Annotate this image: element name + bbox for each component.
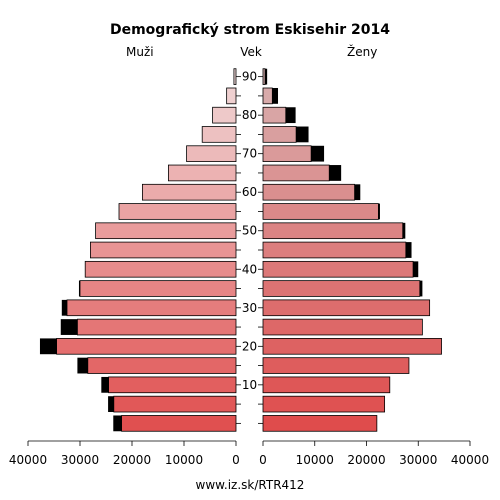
female-bar-90+ xyxy=(262,68,266,85)
female-surplus-35-39 xyxy=(419,280,423,297)
male-bar-20-24 xyxy=(56,338,237,355)
female-bar-85-89 xyxy=(262,87,273,105)
male-bar-5-9 xyxy=(113,395,237,413)
right-label: Ženy xyxy=(347,44,377,59)
female-surplus-65-69 xyxy=(329,165,342,181)
x-tick-right: 0 xyxy=(259,453,267,467)
male-bar-60-64 xyxy=(141,183,237,201)
male-bar-65-69 xyxy=(167,164,237,182)
male-x-axis: 40000 30000 20000 10000 0 xyxy=(9,440,240,467)
age-tick-10: 10 xyxy=(242,378,257,392)
age-tick-30: 30 xyxy=(242,301,257,315)
male-bar-35-39 xyxy=(79,280,237,297)
left-label: Muži xyxy=(126,45,154,59)
female-surplus-45-49 xyxy=(405,242,412,258)
female-bar-0-4 xyxy=(262,415,378,432)
male-bar-90+ xyxy=(233,68,237,85)
female-bar-10-14 xyxy=(262,376,391,394)
female-bar-70-74 xyxy=(262,145,312,162)
male-bars xyxy=(39,68,237,432)
male-bar-0-4 xyxy=(121,415,237,432)
chart-title: Demografický strom Eskisehir 2014 xyxy=(110,22,390,38)
female-bar-60-64 xyxy=(262,183,355,201)
female-bar-50-54 xyxy=(262,222,404,240)
female-bar-45-49 xyxy=(262,241,407,259)
female-surplus-50-54 xyxy=(402,222,406,239)
x-tick-right: 10000 xyxy=(296,453,334,467)
age-tick-90: 90 xyxy=(242,70,257,84)
male-surplus-10-14 xyxy=(101,376,109,393)
female-bar-75-79 xyxy=(262,126,297,143)
footer-source: www.iz.sk/RTR412 xyxy=(196,478,305,492)
male-bar-45-49 xyxy=(90,241,237,259)
male-surplus-15-19 xyxy=(77,357,88,374)
age-tick-60: 60 xyxy=(242,185,257,199)
male-bar-80-84 xyxy=(212,106,237,124)
female-surplus-70-74 xyxy=(311,145,325,162)
female-surplus-80-84 xyxy=(285,107,296,124)
female-surplus-55-59 xyxy=(378,203,380,220)
x-tick-left: 30000 xyxy=(61,453,99,467)
age-tick-20: 20 xyxy=(242,339,257,353)
female-bar-15-19 xyxy=(262,357,410,374)
age-tick-70: 70 xyxy=(242,147,257,161)
age-tick-40: 40 xyxy=(242,262,257,276)
female-bar-80-84 xyxy=(262,106,287,124)
male-bar-50-54 xyxy=(95,222,237,240)
female-x-axis: 0 10000 20000 30000 40000 xyxy=(259,440,489,467)
male-surplus-20-24 xyxy=(39,338,57,355)
age-axis: 10 20 30 40 50 60 70 80 90 xyxy=(236,70,263,424)
male-surplus-5-9 xyxy=(108,396,114,413)
x-tick-left: 10000 xyxy=(165,453,203,467)
female-surplus-60-64 xyxy=(354,184,361,201)
female-bar-65-69 xyxy=(262,164,330,182)
male-bar-15-19 xyxy=(87,357,237,374)
male-bar-10-14 xyxy=(108,376,237,394)
female-surplus-40-44 xyxy=(413,261,419,278)
male-bar-30-34 xyxy=(66,299,237,317)
female-surplus-90+ xyxy=(265,68,268,85)
x-tick-left: 0 xyxy=(232,453,240,467)
male-bar-70-74 xyxy=(186,145,237,162)
x-tick-left: 20000 xyxy=(113,453,151,467)
age-tick-80: 80 xyxy=(242,108,257,122)
x-tick-left: 40000 xyxy=(9,453,47,467)
female-bar-55-59 xyxy=(262,203,379,220)
male-bar-55-59 xyxy=(118,203,237,220)
male-surplus-0-4 xyxy=(113,415,122,432)
female-surplus-75-79 xyxy=(296,126,309,143)
male-bar-40-44 xyxy=(84,260,237,278)
female-bar-40-44 xyxy=(262,260,414,278)
female-bars xyxy=(262,68,442,432)
x-tick-right: 40000 xyxy=(451,453,489,467)
male-bar-85-89 xyxy=(226,87,237,105)
male-bar-75-79 xyxy=(201,126,237,143)
male-surplus-35-39 xyxy=(78,280,80,297)
female-bar-20-24 xyxy=(262,338,442,355)
female-bar-25-29 xyxy=(262,318,423,336)
center-label: Vek xyxy=(240,45,262,59)
female-bar-35-39 xyxy=(262,280,421,297)
x-tick-right: 20000 xyxy=(347,453,385,467)
female-surplus-85-89 xyxy=(272,87,279,104)
male-bar-25-29 xyxy=(77,318,237,336)
male-surplus-30-34 xyxy=(61,299,67,316)
female-bar-30-34 xyxy=(262,299,431,317)
male-surplus-25-29 xyxy=(60,319,78,335)
x-tick-right: 30000 xyxy=(399,453,437,467)
age-tick-50: 50 xyxy=(242,224,257,238)
female-bar-5-9 xyxy=(262,395,386,413)
